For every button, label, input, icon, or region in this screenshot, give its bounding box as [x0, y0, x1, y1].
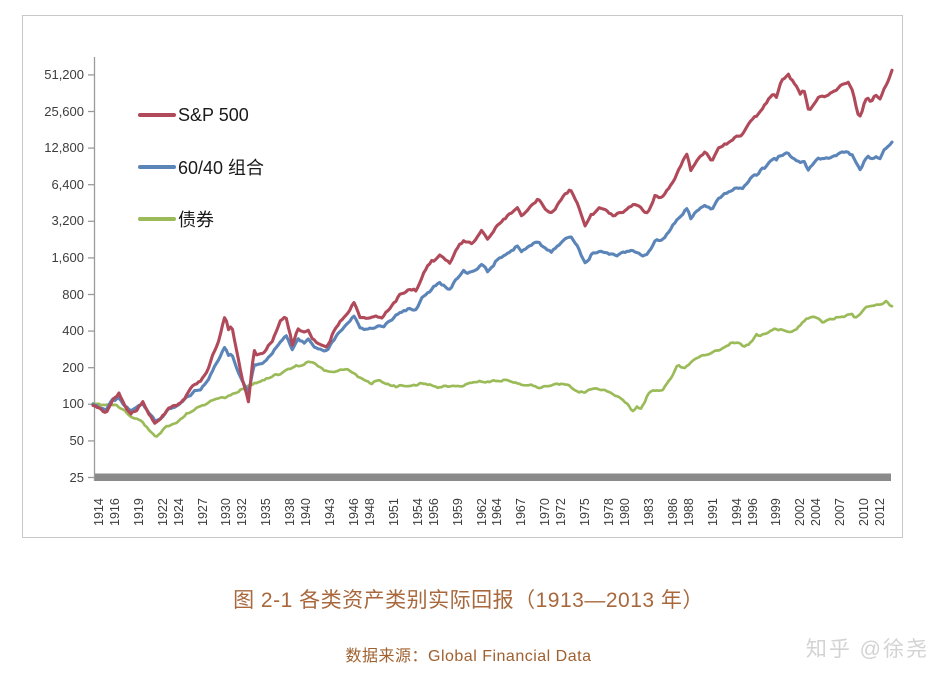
x-axis-tick-label: 1988: [681, 498, 696, 526]
y-axis-tick-label: 25: [69, 469, 84, 485]
x-axis-tick-label: 1970: [538, 498, 553, 526]
x-axis-tick-label: 1999: [769, 498, 784, 526]
x-axis-tick-label: 1948: [362, 498, 377, 526]
axes-group: [88, 57, 891, 481]
x-axis-tick-label: 1943: [323, 498, 338, 526]
y-axis-tick-label: 1,600: [51, 249, 84, 265]
legend-item: 60/40 组合: [138, 156, 264, 178]
legend-item: 债券: [138, 208, 214, 230]
legend-line-swatch: [138, 113, 176, 117]
legend-label: 债券: [178, 210, 214, 230]
y-axis-tick-label: 25,600: [44, 103, 84, 119]
figure-title: 图 2-1 各类资产类别实际回报（1913—2013 年）: [233, 589, 704, 612]
x-axis-tick-label: 1935: [259, 498, 274, 526]
legend-label: 60/40 组合: [178, 158, 265, 178]
x-axis-tick-label: 1932: [235, 498, 250, 526]
x-axis-tick-label: 2010: [857, 498, 872, 526]
x-axis-tick-label: 2002: [793, 498, 808, 526]
x-axis-tick-label: 1930: [219, 498, 234, 526]
legend-line-swatch: [138, 217, 176, 221]
x-axis-tick-label: 1938: [283, 498, 298, 526]
x-axis-tick-label: 1946: [347, 498, 361, 526]
x-axis-tick-label: 1954: [410, 498, 425, 526]
watermark: 知乎 @徐尧: [805, 638, 929, 661]
x-axis-tick-label: 1972: [554, 498, 569, 526]
x-axis-tick-label: 1924: [171, 498, 186, 526]
x-axis-tick-label: 1922: [155, 498, 170, 526]
x-axis-tick-label: 1991: [705, 498, 720, 526]
y-axis-tick-label: 3,200: [51, 213, 84, 229]
x-axis-tick-label: 2007: [833, 498, 848, 526]
x-axis-tick-label: 1927: [195, 498, 210, 526]
x-axis-tick-label: 1951: [386, 498, 401, 526]
series-lines-group: [91, 68, 894, 438]
y-axis-tick-label: 51,200: [44, 66, 84, 82]
y-axis-tick-label: 100: [62, 396, 84, 412]
x-axis-tick-label: 1983: [641, 498, 656, 526]
y-axis-tick-label: 400: [62, 323, 84, 339]
x-axis-tick-label: 1962: [474, 498, 489, 526]
series-line-sp500: [91, 68, 894, 425]
x-axis-tick-label: 1964: [490, 498, 505, 526]
series-line-bonds: [91, 299, 894, 438]
x-axis-tick-label: 1967: [514, 498, 529, 526]
x-axis-tick-label: 1916: [107, 498, 122, 526]
x-axis-tick-label: 1978: [602, 498, 617, 526]
legend-label: S&P 500: [178, 104, 249, 125]
x-axis-tick-label: 2004: [809, 498, 824, 526]
x-axis-tick-label: 1919: [131, 498, 146, 526]
x-axis-tick-label: 1956: [426, 498, 441, 526]
x-axis-tick-label: 1940: [299, 498, 314, 526]
x-axis-tick-label: 1975: [578, 498, 593, 526]
x-axis-tick-label: 1994: [729, 498, 744, 526]
y-axis-tick-label: 50: [69, 432, 84, 448]
x-axis-tick-label: 2012: [873, 498, 888, 526]
data-source-note: 数据来源：Global Financial Data: [345, 648, 592, 665]
x-axis-tick-label: 1986: [665, 498, 680, 526]
legend-line-swatch: [138, 165, 176, 169]
chart-border-frame: [22, 15, 903, 538]
y-axis-tick-label: 800: [62, 286, 84, 302]
x-axis-tick-label: 1996: [745, 498, 760, 526]
x-axis-tick-label: 1959: [450, 498, 465, 526]
y-axis-tick-label: 200: [62, 359, 84, 375]
series-line-60-40-portfolio: [91, 140, 894, 423]
legend-item: S&P 500: [138, 104, 249, 126]
y-axis-tick-label: 6,400: [51, 176, 84, 192]
y-axis-tick-label: 12,800: [44, 140, 84, 156]
x-axis-tick-label: 1914: [91, 498, 106, 526]
x-axis-tick-label: 1980: [617, 498, 632, 526]
